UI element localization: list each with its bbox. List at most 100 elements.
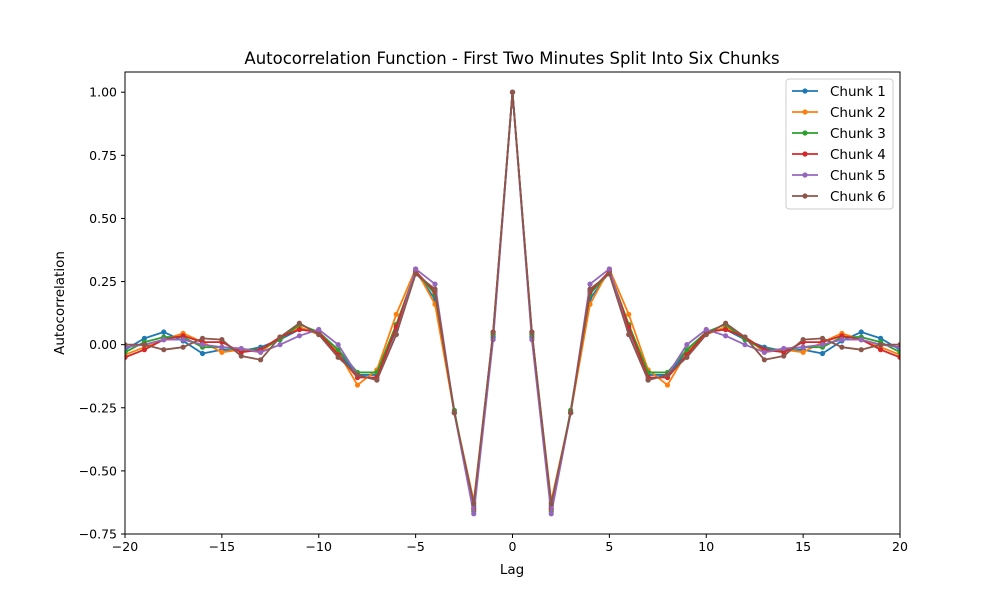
- x-tick-label: 10: [698, 539, 714, 554]
- data-point: [626, 311, 632, 317]
- legend-marker: [802, 172, 808, 178]
- x-tick-label: −15: [209, 539, 235, 554]
- legend-marker: [802, 193, 808, 199]
- legend-item-chunk-6: Chunk 6: [792, 189, 886, 205]
- y-tick-label: 1.00: [89, 85, 117, 100]
- legend-label: Chunk 6: [830, 189, 886, 205]
- data-point: [413, 271, 419, 277]
- data-point: [161, 337, 167, 343]
- data-point: [199, 342, 206, 348]
- y-axis-label: Autocorrelation: [52, 251, 68, 355]
- data-point: [125, 354, 128, 360]
- data-point: [781, 345, 787, 352]
- data-point: [684, 347, 690, 353]
- data-point: [335, 342, 341, 348]
- data-point: [839, 344, 845, 350]
- data-point: [606, 271, 612, 277]
- data-point: [161, 347, 167, 353]
- data-point: [897, 342, 900, 348]
- data-point: [316, 331, 322, 338]
- data-point: [509, 89, 516, 95]
- data-point: [878, 347, 884, 353]
- data-point: [296, 320, 302, 326]
- legend-marker: [802, 130, 808, 136]
- data-point: [703, 331, 709, 338]
- data-point: [664, 382, 671, 388]
- data-point: [451, 410, 457, 416]
- x-tick-label: 15: [795, 539, 811, 554]
- data-point: [141, 335, 147, 341]
- x-tick-label: −5: [406, 539, 424, 554]
- legend-label: Chunk 1: [830, 84, 886, 100]
- data-point: [800, 344, 806, 350]
- data-point: [878, 342, 884, 348]
- chart-title: Autocorrelation Function - First Two Min…: [244, 49, 779, 68]
- x-tick-label: −10: [306, 539, 332, 554]
- data-point: [761, 349, 767, 355]
- data-point: [141, 342, 147, 348]
- data-point: [800, 337, 806, 343]
- x-tick-label: 0: [509, 539, 517, 554]
- data-point: [296, 326, 302, 333]
- legend-label: Chunk 4: [830, 147, 886, 163]
- legend-item-chunk-4: Chunk 4: [792, 147, 886, 163]
- y-tick-label: −0.75: [79, 527, 117, 542]
- data-point: [819, 335, 826, 341]
- x-tick-label: 20: [892, 539, 908, 554]
- data-point: [645, 377, 651, 383]
- data-point: [839, 333, 845, 339]
- y-tick-label: 0.25: [89, 274, 117, 289]
- data-point: [723, 333, 729, 339]
- x-tick-label: −20: [112, 539, 138, 554]
- data-point: [548, 511, 554, 517]
- data-point: [897, 349, 900, 355]
- y-tick-label: 0.50: [89, 211, 117, 226]
- legend-label: Chunk 3: [830, 126, 886, 142]
- data-point: [180, 337, 186, 343]
- legend-label: Chunk 5: [830, 168, 886, 184]
- y-tick-label: −0.50: [79, 463, 117, 478]
- data-point: [781, 353, 787, 359]
- data-point: [587, 286, 593, 292]
- data-point: [742, 342, 748, 348]
- x-tick-label: 5: [605, 539, 613, 554]
- data-point: [761, 357, 767, 363]
- data-point: [219, 337, 225, 343]
- legend-marker: [802, 88, 808, 94]
- data-point: [742, 334, 748, 340]
- legend-item-chunk-2: Chunk 2: [792, 105, 886, 121]
- data-point: [606, 266, 612, 272]
- data-point: [781, 349, 787, 355]
- data-point: [432, 286, 438, 292]
- plot-frame: [124, 71, 901, 535]
- data-point: [296, 333, 302, 339]
- data-point: [354, 372, 361, 378]
- data-point: [393, 331, 399, 338]
- plot-series: [125, 89, 900, 517]
- data-point: [335, 354, 341, 360]
- data-point: [219, 349, 225, 355]
- data-point: [839, 337, 845, 343]
- data-point: [141, 347, 147, 353]
- x-axis-label: Lag: [500, 562, 524, 578]
- y-tick-label: 0.00: [89, 337, 117, 352]
- data-point: [316, 326, 322, 333]
- data-point: [277, 334, 283, 340]
- legend-marker: [802, 151, 808, 157]
- y-axis-ticks: −0.75 −0.50 −0.25 0.00 0.25 0.50 0.75 1.00: [79, 85, 125, 542]
- legend-label: Chunk 2: [830, 105, 886, 121]
- data-point: [858, 337, 864, 343]
- data-point: [529, 329, 535, 335]
- data-point: [413, 266, 419, 272]
- legend-item-chunk-1: Chunk 1: [792, 84, 886, 100]
- legend: Chunk 1 Chunk 2 Chunk 3 Chunk 4 Chunk 5 Chunk…: [785, 78, 894, 210]
- series-chunk-6: [125, 89, 900, 507]
- data-point: [432, 281, 438, 287]
- data-point: [878, 335, 884, 341]
- legend-marker: [802, 109, 808, 115]
- data-point: [684, 354, 690, 360]
- legend-item-chunk-3: Chunk 3: [792, 126, 886, 142]
- data-point: [393, 311, 399, 317]
- data-point: [258, 349, 264, 355]
